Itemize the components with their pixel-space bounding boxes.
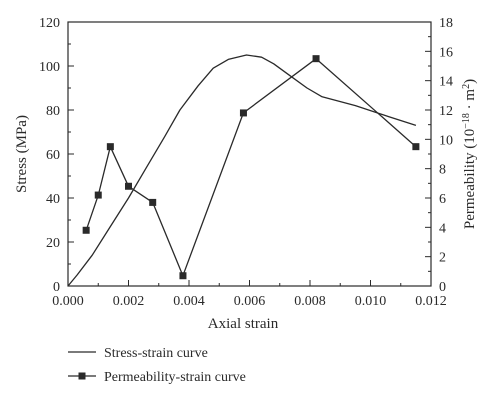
stress-curve (67, 54, 417, 287)
y-axis-title: Stress (MPa) (14, 115, 30, 193)
legend-marker-permeability (78, 372, 86, 380)
y-tick-label: 40 (46, 192, 60, 207)
permeability-point (82, 226, 90, 234)
series-layer (67, 54, 420, 287)
y-tick-label: 100 (39, 60, 60, 75)
permeability-curve (85, 58, 417, 277)
permeability-point (106, 143, 114, 151)
permeability-point (125, 182, 132, 190)
legend: Stress-strain curve Permeability-strain … (68, 346, 246, 385)
x-tick-label: 0.002 (113, 294, 145, 309)
y2-tick-label: 18 (439, 16, 453, 31)
y2-axis-title: Permeability (10−18 · m2) (461, 79, 479, 229)
axes-frame (67, 21, 432, 287)
legend-item-stress: Stress-strain curve (68, 346, 208, 361)
y2-tick-label: 10 (439, 133, 453, 148)
x-tick-label: 0.008 (294, 294, 326, 309)
tick-marks (67, 21, 432, 287)
y-tick-label: 120 (39, 16, 60, 31)
permeability-point (239, 109, 247, 117)
x-tick-label: 0.000 (52, 294, 84, 309)
permeability-point (149, 198, 157, 206)
y2-tick-label: 12 (439, 104, 453, 119)
y2-tick-label: 6 (439, 192, 446, 207)
x-tick-label: 0.006 (234, 294, 266, 309)
y2-tick-label: 0 (439, 280, 446, 295)
y2-tick-label: 2 (439, 251, 446, 266)
x-tick-label: 0.004 (173, 294, 205, 309)
y2-tick-label: 16 (439, 45, 453, 60)
x-tick-label: 0.012 (415, 294, 447, 309)
permeability-point (94, 191, 102, 199)
legend-label-stress: Stress-strain curve (104, 346, 208, 361)
x-tick-label: 0.010 (355, 294, 387, 309)
plot-frame (67, 21, 432, 287)
permeability-point (412, 143, 420, 151)
x-axis-title: Axial strain (208, 316, 279, 332)
permeability-point (179, 272, 187, 280)
tick-labels: 0.000 0.002 0.004 0.006 0.008 0.010 0.01202040… (39, 16, 453, 309)
legend-label-permeability: Permeability-strain curve (104, 370, 246, 385)
y2-tick-label: 8 (439, 163, 446, 178)
y-tick-label: 20 (46, 236, 60, 251)
y-tick-label: 0 (53, 280, 60, 295)
y-tick-label: 60 (46, 148, 60, 163)
y-tick-label: 80 (46, 104, 60, 119)
y2-tick-label: 4 (439, 221, 446, 236)
legend-item-permeability: Permeability-strain curve (68, 370, 246, 385)
y2-tick-label: 14 (439, 75, 453, 90)
permeability-point (312, 55, 320, 63)
